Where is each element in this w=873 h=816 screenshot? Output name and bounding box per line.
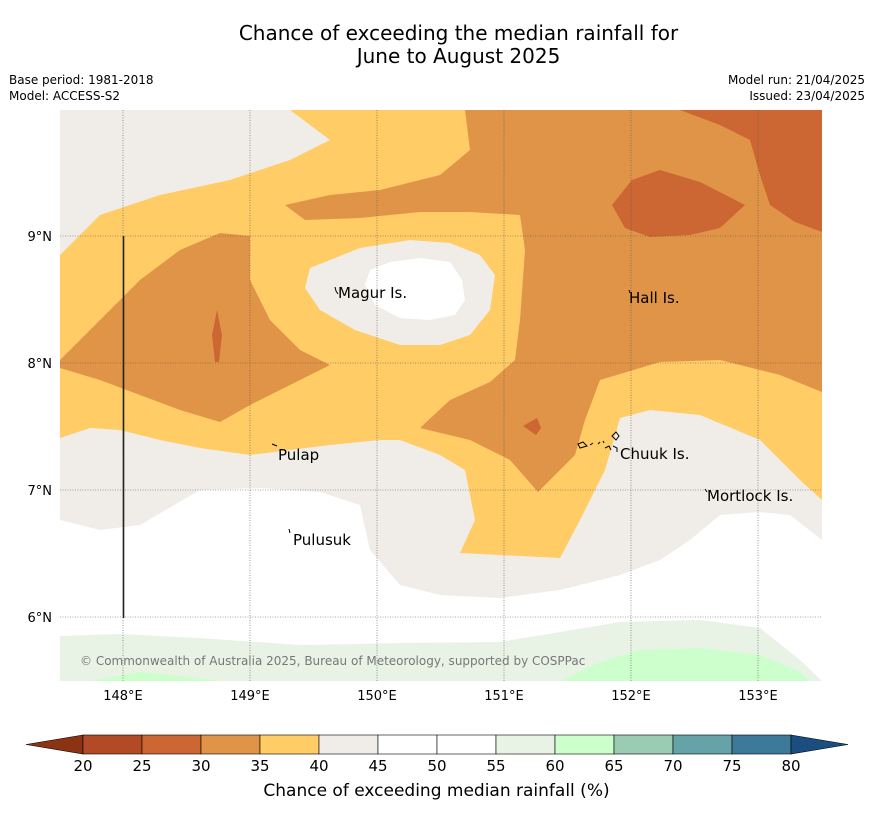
label-mortlock: Mortlock Is. <box>707 487 793 505</box>
colorbar-swatch <box>613 734 674 755</box>
lat-label-9n: 9°N <box>28 230 53 245</box>
colorbar-swatch <box>259 734 320 755</box>
lon-label-152e: 152°E <box>611 689 651 704</box>
colorbar-ticks: 20 25 30 35 40 45 50 55 60 65 70 75 80 <box>73 757 800 775</box>
colorbar-swatch <box>82 734 143 755</box>
colorbar-tick-label: 75 <box>722 757 741 775</box>
lon-label-150e: 150°E <box>357 689 397 704</box>
label-pulusuk: Pulusuk <box>293 531 351 549</box>
lat-label-7n: 7°N <box>28 484 53 499</box>
zone-30-35-west <box>60 233 330 422</box>
zone-25-30-ne <box>612 170 745 237</box>
label-hall: Hall Is. <box>629 289 680 307</box>
title-line-1: Chance of exceeding the median rainfall … <box>238 21 679 45</box>
title-line-2: June to August 2025 <box>356 44 561 68</box>
colorbar-tick-label: 40 <box>309 757 328 775</box>
map-grid <box>60 110 822 681</box>
lat-label-6n: 6°N <box>28 611 53 626</box>
issued-date: Issued: 23/04/2025 <box>749 89 865 103</box>
lat-label-8n: 8°N <box>28 357 53 372</box>
island-magur <box>334 286 339 295</box>
meta-right: Model run: 21/04/2025 Issued: 23/04/2025 <box>728 72 865 104</box>
lon-label-153e: 153°E <box>738 689 778 704</box>
colorbar-swatch <box>141 734 202 755</box>
colorbar-tick-label: 50 <box>427 757 446 775</box>
colorbar-tick-label: 30 <box>191 757 210 775</box>
label-pulap: Pulap <box>278 446 319 464</box>
colorbar-tick-label: 70 <box>663 757 682 775</box>
model-run: Model run: 21/04/2025 <box>727 73 865 87</box>
colorbar-tick-label: 55 <box>486 757 505 775</box>
colorbar-tick-label: 60 <box>545 757 564 775</box>
colorbar-swatch <box>377 734 438 755</box>
islands <box>271 286 708 534</box>
island-pulap <box>271 443 278 447</box>
colorbar-over-arrow <box>790 734 849 755</box>
colorbar <box>25 734 849 755</box>
zone-60-65 <box>560 648 810 681</box>
colorbar-tick-label: 80 <box>781 757 800 775</box>
colorbar-tick-label: 25 <box>132 757 151 775</box>
colorbar-swatch <box>495 734 556 755</box>
colorbar-swatch <box>318 734 379 755</box>
label-magur: Magur Is. <box>338 284 407 302</box>
base-period: Base period: 1981-2018 <box>9 73 154 87</box>
lon-label-148e: 148°E <box>103 689 143 704</box>
colorbar-tick-label: 20 <box>73 757 92 775</box>
island-pulusuk <box>288 528 291 534</box>
colorbar-title: Chance of exceeding median rainfall (%) <box>263 781 610 801</box>
colorbar-tick-label: 45 <box>368 757 387 775</box>
colorbar-swatch <box>731 734 792 755</box>
lon-label-149e: 149°E <box>230 689 270 704</box>
colorbar-tick-label: 65 <box>604 757 623 775</box>
colorbar-swatch <box>436 734 497 755</box>
colorbar-tick-label: 35 <box>250 757 269 775</box>
island-chuuk <box>577 431 620 452</box>
island-mortlock <box>704 488 708 493</box>
model-name: Model: ACCESS-S2 <box>9 89 121 103</box>
meta-left: Base period: 1981-2018 Model: ACCESS-S2 <box>9 72 154 104</box>
colorbar-under-arrow <box>25 734 84 755</box>
island-hall <box>628 289 631 294</box>
label-chuuk: Chuuk Is. <box>620 445 689 463</box>
lon-label-151e: 151°E <box>484 689 524 704</box>
map-area <box>60 110 822 681</box>
zone-25-30-sliver <box>212 310 222 362</box>
copyright-text: © Commonwealth of Australia 2025, Bureau… <box>80 654 585 668</box>
colorbar-swatch <box>672 734 733 755</box>
chart-title: Chance of exceeding the median rainfall … <box>0 22 873 68</box>
zone-60-65-west <box>90 672 220 681</box>
zone-25-30-corner <box>680 110 822 232</box>
zone-45-55-magur <box>365 258 465 320</box>
colorbar-swatch <box>554 734 615 755</box>
zone-25-30-dot <box>523 418 541 435</box>
colorbar-swatch <box>200 734 261 755</box>
